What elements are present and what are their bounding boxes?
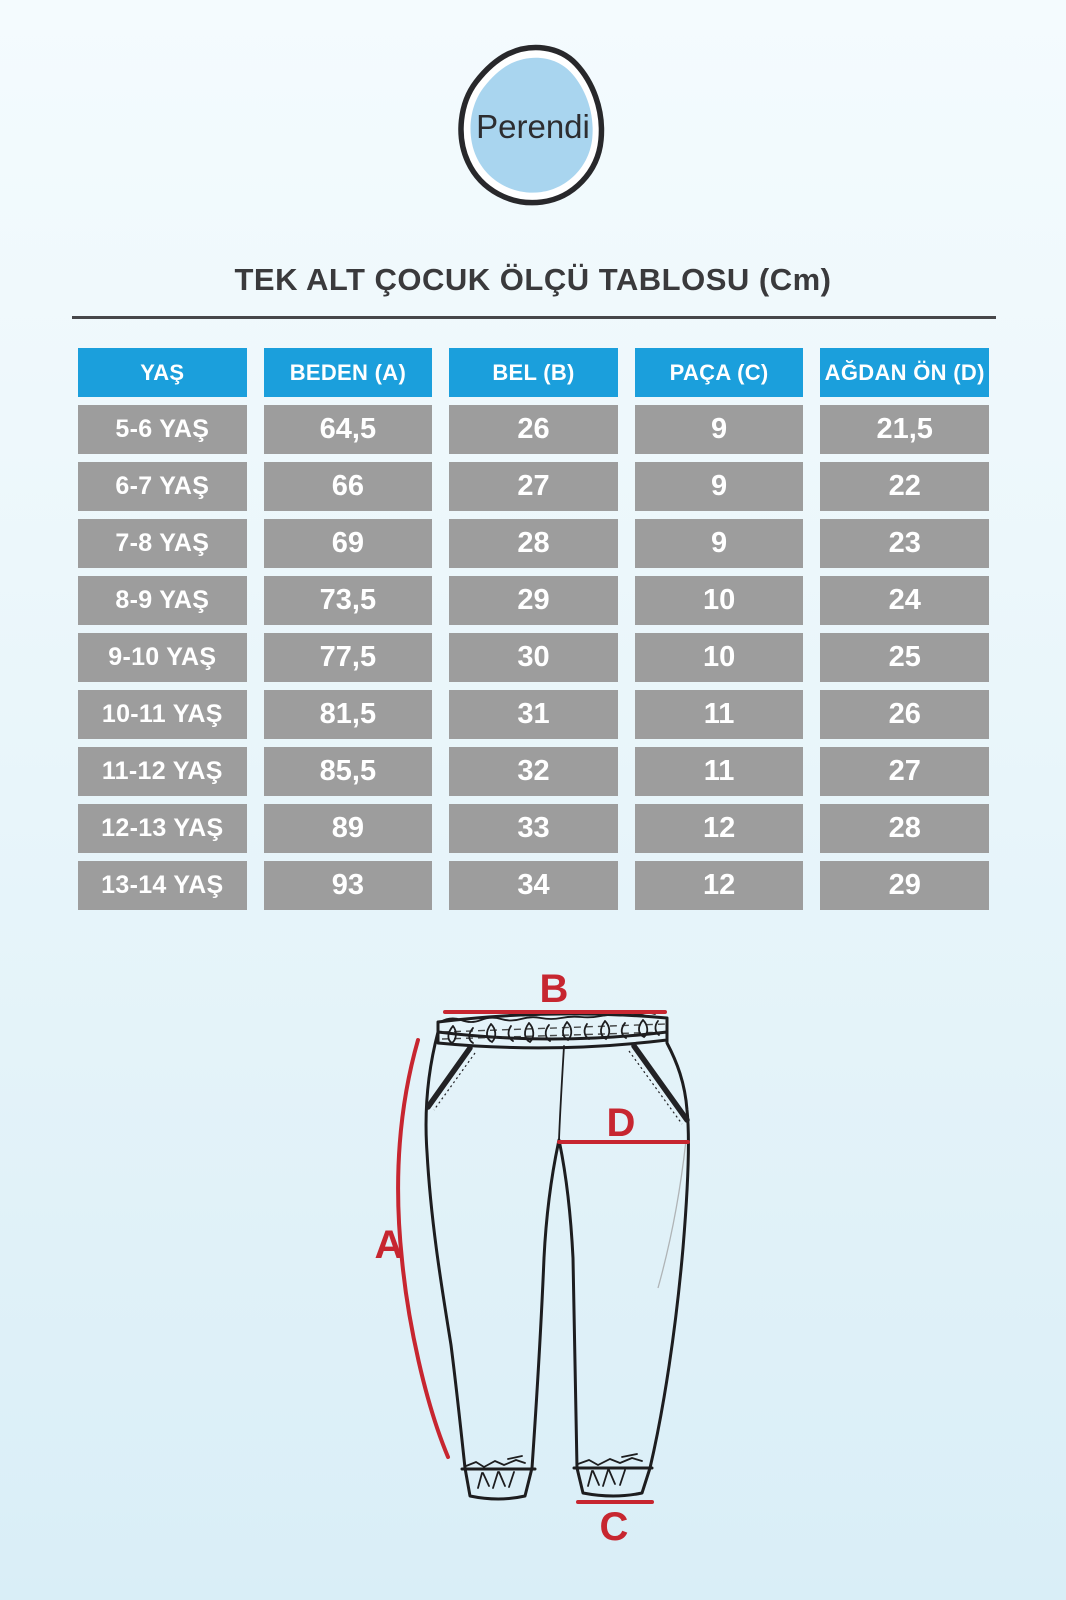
value-cell: 89 [263,804,433,853]
age-cell: 8-9 YAŞ [78,576,247,625]
value-cell: 12 [634,861,804,910]
age-cell: 11-12 YAŞ [78,747,247,796]
value-cell: 93 [263,861,433,910]
header-cell-4: AĞDAN ÖN (D) [820,348,989,397]
value-cell: 25 [820,633,989,682]
value-cell: 27 [449,462,618,511]
value-cell: 28 [820,804,989,853]
header-cell-2: BEL (B) [449,348,618,397]
size-table: YAŞ BEDEN (A) BEL (B) PAÇA (C) AĞDAN ÖN (D) 5… [78,348,989,910]
brand-logo: Perendi [453,40,613,212]
cuff-left [460,1455,537,1489]
age-cell: 9-10 YAŞ [78,633,247,682]
value-cell: 12 [634,804,804,853]
value-cell: 10 [634,576,804,625]
waistband [436,1012,669,1050]
value-cell: 26 [449,405,618,454]
pants-measure-diagram: B A D C [270,940,800,1570]
age-cell: 7-8 YAŞ [78,519,247,568]
value-cell: 23 [820,519,989,568]
measure-label-c: C [600,1505,629,1549]
value-cell: 81,5 [263,690,433,739]
value-cell: 64,5 [263,405,433,454]
value-cell: 29 [449,576,618,625]
value-cell: 10 [634,633,804,682]
age-cell: 5-6 YAŞ [78,405,247,454]
value-cell: 69 [263,519,433,568]
value-cell: 85,5 [263,747,433,796]
value-cell: 29 [820,861,989,910]
measure-label-b: B [540,967,569,1011]
value-cell: 28 [449,519,618,568]
value-cell: 21,5 [820,405,989,454]
measure-label-d: D [607,1101,636,1145]
side-seam-line [657,1139,687,1289]
value-cell: 9 [634,462,804,511]
page-title: TEK ALT ÇOCUK ÖLÇÜ TABLOSU (Cm) [234,262,832,297]
value-cell: 11 [634,690,804,739]
center-seam-line [558,1045,565,1141]
pocket-right [628,1043,690,1125]
value-cell: 9 [634,405,804,454]
header-cell-3: PAÇA (C) [634,348,804,397]
value-cell: 31 [449,690,618,739]
brand-name: Perendi [476,108,590,145]
logo-blob-icon: Perendi [458,44,605,206]
elastic-scribbles [447,1019,660,1045]
value-cell: 33 [449,804,618,853]
pocket-left [425,1045,476,1111]
pants-body [424,1030,690,1501]
header-cell-1: BEDEN (A) [263,348,433,397]
value-cell: 24 [820,576,989,625]
logo-fill [470,57,593,193]
value-cell: 11 [634,747,804,796]
header-cell-0: YAŞ [78,348,247,397]
value-cell: 77,5 [263,633,433,682]
title-divider [72,316,996,319]
value-cell: 66 [263,462,433,511]
measure-label-a: A [375,1223,404,1267]
age-cell: 12-13 YAŞ [78,804,247,853]
value-cell: 73,5 [263,576,433,625]
value-cell: 22 [820,462,989,511]
measure-line-a [396,1038,450,1459]
pants-drawing: B A D C [375,967,690,1549]
value-cell: 27 [820,747,989,796]
value-cell: 26 [820,690,989,739]
age-cell: 6-7 YAŞ [78,462,247,511]
value-cell: 34 [449,861,618,910]
value-cell: 32 [449,747,618,796]
age-cell: 13-14 YAŞ [78,861,247,910]
age-cell: 10-11 YAŞ [78,690,247,739]
cuff-right [572,1453,654,1487]
value-cell: 30 [449,633,618,682]
value-cell: 9 [634,519,804,568]
